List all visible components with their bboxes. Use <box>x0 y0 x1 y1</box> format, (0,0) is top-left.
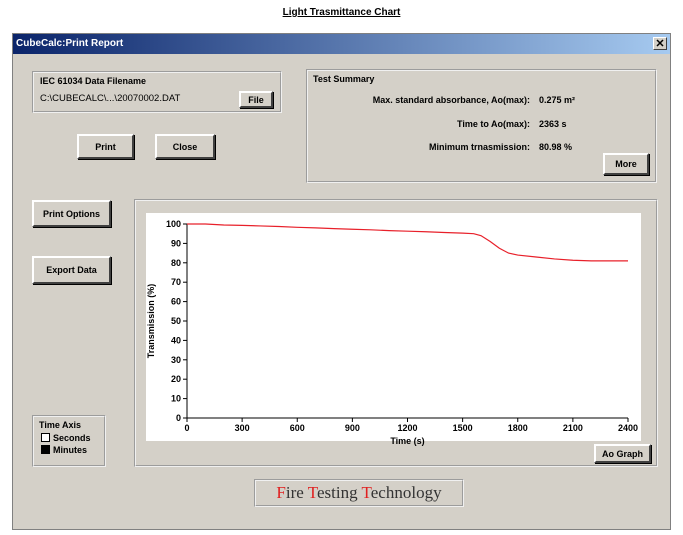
brand-text: ire <box>285 483 304 502</box>
file-panel: IEC 61034 Data Filename C:\CUBECALC\...\… <box>32 71 282 113</box>
x-tick-label: 300 <box>235 423 250 433</box>
y-tick-label: 30 <box>171 355 181 365</box>
x-axis-label: Time (s) <box>390 436 424 446</box>
more-button[interactable]: More <box>603 153 649 175</box>
title-bar: CubeCalc:Print Report <box>13 34 670 54</box>
close-icon[interactable] <box>653 37 667 50</box>
x-tick-label: 900 <box>345 423 360 433</box>
summary-label: Time to Ao(max): <box>456 119 530 129</box>
x-tick-label: 1200 <box>397 423 417 433</box>
plot-background <box>146 213 641 441</box>
time-axis-panel: Time Axis Seconds Minutes <box>32 415 106 467</box>
brand-initial: F <box>276 483 286 502</box>
summary-panel: Test Summary Max. standard absorbance, A… <box>306 69 657 183</box>
x-tick-label: 0 <box>184 423 189 433</box>
x-tick-label: 600 <box>290 423 305 433</box>
y-tick-label: 50 <box>171 316 181 326</box>
print-button[interactable]: Print <box>77 134 134 159</box>
x-tick-label: 1800 <box>508 423 528 433</box>
brand-box: Fire Testing Technology <box>254 479 464 507</box>
brand-initial: T <box>307 483 317 502</box>
summary-value: 2363 s <box>539 119 567 129</box>
close-button[interactable]: Close <box>155 134 215 159</box>
print-options-button[interactable]: Print Options <box>32 200 111 227</box>
x-tick-label: 1500 <box>453 423 473 433</box>
chart: 0 10 20 30 40 50 60 70 80 90 100 0 300 600 900 1200 1500… <box>146 213 641 446</box>
y-tick-label: 60 <box>171 297 181 307</box>
window-title: CubeCalc:Print Report <box>16 38 124 49</box>
caption: Light Trasmittance Chart <box>282 7 401 18</box>
brand-initial: T <box>361 483 371 502</box>
summary-label: Minimum trnasmission: <box>428 142 530 152</box>
y-tick-label: 100 <box>166 219 181 229</box>
export-data-button[interactable]: Export Data <box>32 256 111 284</box>
summary-title: Test Summary <box>313 74 375 84</box>
ao-graph-button[interactable]: Ao Graph <box>594 444 651 463</box>
y-tick-label: 40 <box>171 335 181 345</box>
x-tick-label: 2100 <box>563 423 583 433</box>
brand-text: echnology <box>370 483 442 502</box>
y-tick-label: 0 <box>176 413 181 423</box>
option-label: Minutes <box>53 445 88 455</box>
summary-label: Max. standard absorbance, Ao(max): <box>372 95 530 105</box>
y-tick-label: 20 <box>171 374 181 384</box>
x-tick-label: 2400 <box>618 423 638 433</box>
y-tick-label: 70 <box>171 277 181 287</box>
file-label: IEC 61034 Data Filename <box>40 76 147 86</box>
filename: C:\CUBECALC\...\20070002.DAT <box>40 93 181 104</box>
y-tick-label: 10 <box>171 394 181 404</box>
summary-value: 0.275 m² <box>539 95 576 105</box>
y-axis-label: Transmission (%) <box>146 284 156 359</box>
brand-text: esting <box>316 483 358 502</box>
option-label: Seconds <box>53 433 91 443</box>
y-tick-label: 90 <box>171 238 181 248</box>
y-tick-label: 80 <box>171 258 181 268</box>
chart-panel: 0 10 20 30 40 50 60 70 80 90 100 0 300 600 900 1200 1500… <box>134 199 658 467</box>
close-glyph <box>656 39 664 47</box>
summary-value: 80.98 % <box>539 142 573 152</box>
data-line <box>187 223 628 262</box>
minutes-checkbox[interactable] <box>41 445 50 454</box>
seconds-checkbox[interactable] <box>41 433 50 442</box>
window: CubeCalc:Print Report IEC 61034 Data Fil… <box>12 33 671 530</box>
file-button[interactable]: File <box>239 91 273 108</box>
time-axis-title: Time Axis <box>39 420 82 430</box>
